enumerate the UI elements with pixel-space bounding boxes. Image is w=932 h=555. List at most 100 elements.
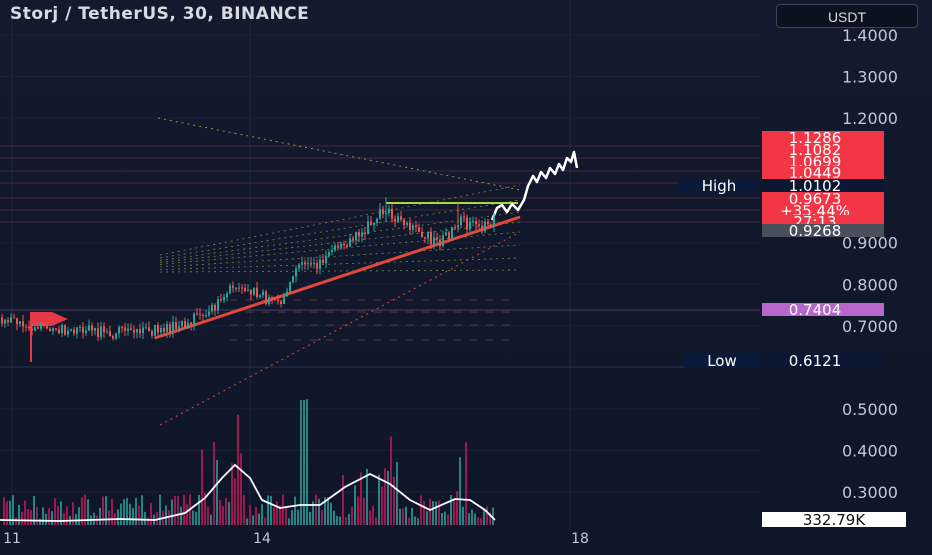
price-label-text: 0.6121 bbox=[789, 352, 842, 370]
candle-body bbox=[25, 326, 27, 328]
candle-body bbox=[298, 264, 300, 269]
volume-bar bbox=[108, 510, 110, 525]
candle-body bbox=[124, 327, 126, 331]
volume-bar bbox=[345, 517, 347, 525]
volume-bar bbox=[348, 514, 350, 525]
candle-body bbox=[268, 296, 270, 304]
fan-line bbox=[159, 257, 521, 270]
candle-body bbox=[118, 327, 120, 334]
candle-body bbox=[208, 311, 210, 316]
candle-body bbox=[463, 216, 465, 218]
candle-body bbox=[292, 276, 294, 282]
volume-bars bbox=[0, 399, 496, 525]
volume-bar bbox=[219, 500, 221, 525]
volume-bar bbox=[72, 502, 74, 525]
fan-line bbox=[159, 211, 521, 261]
currency-button[interactable]: USDT bbox=[776, 4, 918, 28]
candle-body bbox=[19, 321, 21, 325]
price-label-text: 1.0449 bbox=[789, 164, 842, 182]
candle-body bbox=[253, 287, 255, 295]
candle-body bbox=[274, 298, 276, 300]
volume-bar bbox=[420, 495, 422, 525]
y-tick-label: 0.3000 bbox=[842, 483, 898, 502]
candle-body bbox=[91, 325, 93, 331]
candle-body bbox=[370, 221, 372, 225]
volume-bar bbox=[42, 507, 44, 525]
candle-body bbox=[448, 232, 450, 239]
volume-bar bbox=[198, 494, 200, 525]
candle-body bbox=[13, 317, 15, 319]
volume-bar bbox=[18, 504, 20, 525]
volume-bar bbox=[426, 511, 428, 525]
candle-body bbox=[22, 321, 24, 327]
volume-bar bbox=[150, 502, 152, 525]
volume-bar bbox=[423, 501, 425, 525]
candle-body bbox=[157, 325, 159, 333]
candle-body bbox=[49, 328, 51, 332]
volume-bar bbox=[132, 507, 134, 525]
chart-title: Storj / TetherUS, 30, BINANCE bbox=[10, 4, 310, 24]
volume-bar bbox=[330, 502, 332, 525]
volume-bar bbox=[486, 506, 488, 525]
horizontal-levels bbox=[0, 145, 760, 368]
volume-bar bbox=[438, 500, 440, 525]
x-tick-label: 18 bbox=[571, 531, 589, 547]
volume-bar bbox=[123, 499, 125, 525]
volume-bar bbox=[357, 496, 359, 525]
candle-body bbox=[94, 328, 96, 331]
volume-bar bbox=[459, 457, 461, 525]
candle-body bbox=[7, 319, 9, 323]
candle-body bbox=[34, 327, 36, 331]
candle-body bbox=[262, 291, 264, 296]
volume-bar bbox=[81, 497, 83, 525]
candle-body bbox=[280, 301, 282, 304]
volume-bar bbox=[297, 509, 299, 525]
high-marker-box bbox=[678, 179, 760, 193]
volume-bar bbox=[267, 495, 269, 525]
candle-body bbox=[373, 222, 375, 225]
volume-bar bbox=[240, 453, 242, 525]
candle-body bbox=[31, 328, 33, 331]
volume-bar bbox=[51, 511, 53, 525]
grid-lines bbox=[0, 0, 760, 530]
volume-bar bbox=[294, 496, 296, 525]
candle-body bbox=[190, 322, 192, 326]
candle-body bbox=[235, 287, 237, 289]
candle-body bbox=[289, 281, 291, 292]
price-label-text: 1.1286 bbox=[789, 129, 842, 147]
candle-body bbox=[349, 238, 351, 247]
volume-bar bbox=[6, 501, 8, 525]
candle-body bbox=[10, 317, 12, 323]
candle-body bbox=[259, 295, 261, 298]
candle-body bbox=[133, 330, 135, 333]
volume-label-text: 332.79K bbox=[803, 511, 866, 529]
volume-bar bbox=[3, 497, 5, 525]
flag-marker-arrow bbox=[52, 312, 68, 326]
volume-bar bbox=[12, 495, 14, 525]
candle-body bbox=[454, 227, 456, 229]
candle-body bbox=[301, 262, 303, 265]
candle-body bbox=[430, 231, 432, 245]
candle-body bbox=[40, 322, 42, 329]
volume-bar bbox=[432, 501, 434, 525]
volume-bar bbox=[135, 498, 137, 525]
volume-bar bbox=[333, 510, 335, 525]
candle-body bbox=[256, 287, 258, 298]
volume-bar bbox=[87, 499, 89, 525]
volume-bar bbox=[129, 503, 131, 525]
volume-bar bbox=[360, 472, 362, 525]
volume-bar bbox=[456, 491, 458, 525]
volume-bar bbox=[204, 492, 206, 525]
candle-body bbox=[184, 321, 186, 329]
candle-body bbox=[175, 321, 177, 329]
candle-body bbox=[67, 330, 69, 335]
x-tick-label: 11 bbox=[3, 531, 21, 547]
price-label-text: 0.7404 bbox=[789, 301, 842, 319]
volume-bar bbox=[111, 499, 113, 525]
volume-bar bbox=[435, 501, 437, 525]
volume-bar bbox=[405, 506, 407, 525]
candle-body bbox=[418, 227, 420, 233]
volume-bar bbox=[243, 495, 245, 525]
